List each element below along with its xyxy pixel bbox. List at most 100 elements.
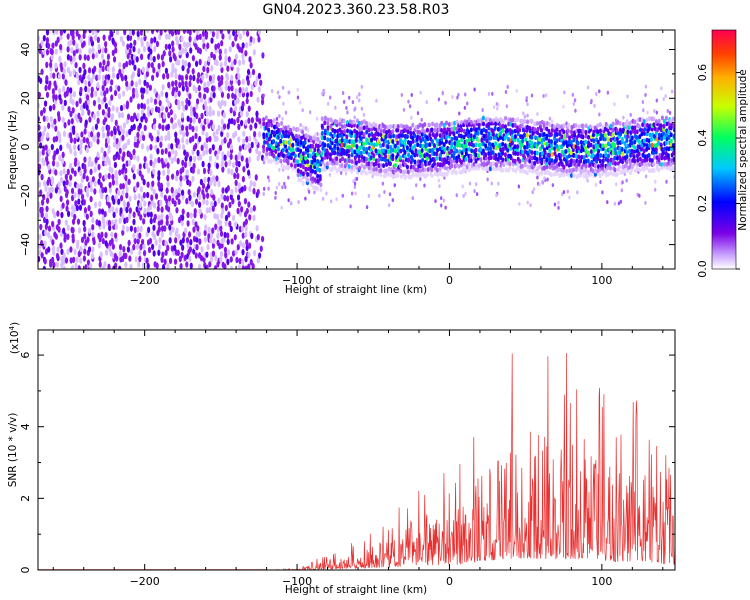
spectrogram-cell <box>638 167 642 173</box>
spectrogram-cell <box>66 224 70 231</box>
spectrogram-cell <box>596 156 600 161</box>
spectrogram-cell <box>340 156 344 162</box>
spectrogram-cell <box>581 128 585 133</box>
spectrogram-cell <box>97 74 101 81</box>
spectrogram-cell <box>609 170 613 176</box>
spectrogram-cell <box>457 163 461 169</box>
spectrogram-cell <box>387 149 391 155</box>
spectrogram-cell <box>224 251 228 259</box>
spectrogram-cell <box>69 55 73 62</box>
spectrogram-cell <box>200 144 204 152</box>
spectrogram-cell <box>40 211 44 218</box>
spectrogram-cell <box>342 129 346 134</box>
spectrogram-cell <box>156 129 160 137</box>
spectrogram-cell <box>403 137 407 143</box>
spectrogram-cell <box>126 113 131 120</box>
spectrogram-cell <box>589 171 593 177</box>
spectrogram-cell <box>670 89 674 94</box>
spectrogram-cell <box>230 74 234 82</box>
spectrogram-cell <box>436 147 440 153</box>
spectrogram-cell <box>65 189 69 196</box>
spectrogram-cell <box>315 166 319 172</box>
colorbar-tick-label: 0.0 <box>696 260 709 278</box>
spectrogram-cell <box>192 30 196 33</box>
spectrogram-cell <box>581 134 585 140</box>
spectrogram-cell <box>216 110 221 117</box>
spectrogram-cell <box>289 137 293 143</box>
spectrogram-cell <box>242 30 246 36</box>
spectrogram-cell <box>606 90 610 95</box>
spectrogram-cell <box>642 138 646 144</box>
spectrogram-cell <box>604 152 608 158</box>
spectrogram-cell <box>571 147 575 153</box>
spectrogram-cell <box>423 159 427 165</box>
spectrogram-cell <box>110 231 114 238</box>
spectrogram-cell <box>423 153 427 159</box>
spectrogram-cell <box>203 118 207 125</box>
spectrogram-cell <box>205 148 209 155</box>
spectrogram-cell <box>258 117 262 125</box>
spectrogram-cell <box>249 36 253 43</box>
spectrogram-cell <box>197 117 202 124</box>
spectrogram-cell <box>403 153 407 159</box>
spectrogram-cell <box>249 62 253 69</box>
spectrogram-cell <box>306 127 310 133</box>
spectrogram-cell <box>160 213 164 220</box>
spectrogram-cell <box>207 162 211 169</box>
spectrogram-cell <box>138 122 142 129</box>
spectrogram-cell <box>228 33 232 41</box>
spectrogram-cell <box>586 178 589 183</box>
spectrogram-cell <box>484 152 488 157</box>
spectrogram-cell <box>277 142 281 147</box>
spectrogram-cell <box>617 150 621 156</box>
spectrogram-cell <box>657 132 661 138</box>
spectrogram-cell <box>418 143 422 149</box>
spectrogram-cell <box>535 150 539 156</box>
spectrogram-cell <box>83 207 88 214</box>
spectrogram-cell <box>297 134 301 140</box>
spectrogram-cell <box>410 93 413 98</box>
spectrogram-cell <box>236 194 241 201</box>
spectrogram-cell <box>511 117 515 123</box>
spectrogram-cell <box>301 108 304 113</box>
spectrogram-cell <box>405 134 409 139</box>
spectrogram-cell <box>640 128 644 134</box>
colorbar-ticks: 0.00.20.40.6 <box>696 64 740 278</box>
spectrogram-cell <box>596 139 600 145</box>
spectrogram-cell <box>97 242 101 249</box>
spectrogram-cell <box>191 135 195 142</box>
spectrogram-cell <box>515 125 519 131</box>
spectrogram-cell <box>249 206 253 214</box>
spectrogram-cell <box>145 257 149 265</box>
spectrogram-cell <box>488 117 492 123</box>
spectrogram-cell <box>45 49 50 56</box>
spectrogram-cell <box>622 115 625 120</box>
spectrogram-cell <box>192 106 196 114</box>
spectrogram-cell <box>166 262 170 269</box>
spectrogram-cell <box>296 147 300 152</box>
spectrogram-cell <box>554 154 558 160</box>
spectrogram-cell <box>79 169 83 177</box>
spectrogram-cell <box>128 195 132 203</box>
spectrogram-cell <box>73 137 77 144</box>
spectrogram-cell <box>546 177 549 182</box>
spectrogram-cell <box>596 168 600 174</box>
spectrogram-cell <box>618 164 622 170</box>
spectrogram-cell <box>654 119 658 124</box>
spectrogram-cell <box>106 195 110 203</box>
spectrogram-cell <box>164 43 168 51</box>
spectrogram-cell <box>432 151 436 157</box>
spectrogram-cell <box>365 137 369 143</box>
spectrogram-cell <box>404 169 408 174</box>
spectrogram-cell <box>494 141 498 147</box>
spectrogram-cell <box>142 249 147 257</box>
spectrogram-cell <box>274 141 278 146</box>
spectrogram-cell <box>355 95 359 100</box>
spectrogram-cell <box>57 218 61 226</box>
spectrogram-cell <box>186 220 190 227</box>
spectrogram-cell <box>113 128 117 136</box>
spectrogram-cell <box>444 100 447 105</box>
spectrogram-cell <box>215 162 220 170</box>
spectrogram-cell <box>280 134 284 140</box>
spectrogram-cell <box>83 68 87 76</box>
